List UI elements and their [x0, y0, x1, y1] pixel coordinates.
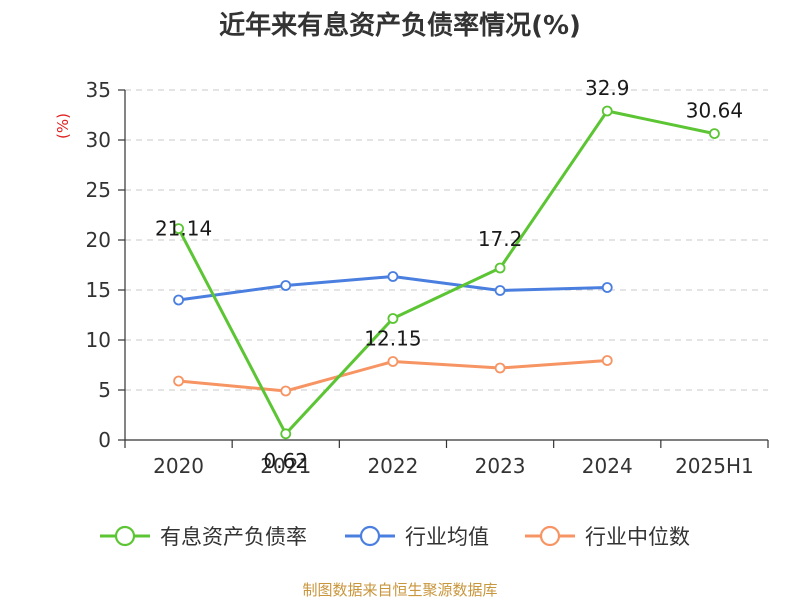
y-tick-label-20: 20: [86, 228, 111, 252]
series-1-point-2021: [280, 280, 292, 291]
series-0-point-2025H1: [709, 128, 720, 140]
y-tick-label-30: 30: [86, 128, 111, 152]
data-labels: 21.14 0.62 12.15 17.2 32.9 30.64: [155, 76, 743, 473]
x-tick-label-2022: 2022: [367, 454, 418, 478]
series-1-point-2024: [601, 282, 613, 293]
axes: 0 5 10 15 20 25 30 35 2020 2021 2022 2023 2024 2025H1: [86, 78, 769, 478]
x-tick-label-2021: 2021: [260, 454, 311, 478]
series-1-point-2023: [494, 285, 506, 296]
series-0-point-2023: [494, 262, 506, 274]
data-label-2021: 0.62: [263, 449, 308, 473]
series-0-point-2020: [173, 223, 184, 235]
series-2-point-2022: [387, 356, 399, 367]
series-0-point-2022: [387, 313, 399, 324]
x-tick-label-2025H1: 2025H1: [675, 454, 754, 478]
y-tick-label-15: 15: [86, 278, 111, 302]
legend-label-0: 有息资产负债率: [160, 525, 307, 549]
series-2-point-2021: [280, 385, 292, 397]
y-tick-label-5: 5: [98, 378, 111, 402]
x-tick-label-2024: 2024: [582, 454, 633, 478]
data-label-2025H1: 30.64: [686, 99, 743, 123]
series-0-point-2024: [601, 105, 613, 117]
series-1-point-2020: [173, 294, 184, 306]
y-tick-label-0: 0: [98, 428, 111, 452]
chart-title: 近年来有息资产负债率情况(%): [219, 10, 581, 41]
data-label-2023: 17.2: [478, 227, 523, 251]
series-0-point-2021: [280, 428, 292, 440]
gridlines: [125, 89, 768, 391]
data-label-2022: 12.15: [364, 327, 421, 351]
x-tick-label-2020: 2020: [153, 454, 204, 478]
legend-item-1[interactable]: 行业均值: [345, 525, 489, 549]
series-line-0: [177, 109, 715, 436]
legend-marker-0: [114, 525, 136, 547]
series-1-point-2022: [387, 271, 399, 282]
y-tick-label-35: 35: [86, 78, 111, 102]
series-layer: [173, 105, 720, 440]
source-note: 制图数据来自恒生聚源数据库: [302, 581, 497, 599]
series-2-point-2020: [173, 375, 184, 387]
data-label-2020: 21.14: [155, 217, 212, 241]
legend-item-0[interactable]: 有息资产负债率: [100, 525, 307, 549]
x-tick-label-2023: 2023: [475, 454, 526, 478]
data-label-2024: 32.9: [585, 76, 630, 100]
legend-label-1: 行业均值: [405, 525, 489, 549]
series-2-point-2024: [601, 355, 613, 366]
y-tick-label-25: 25: [86, 178, 111, 202]
y-axis-unit: (%): [54, 113, 72, 139]
y-tick-label-10: 10: [86, 328, 111, 352]
legend-marker-2: [539, 525, 561, 547]
legend-item-2[interactable]: 行业中位数: [525, 525, 690, 549]
legend-label-2: 行业中位数: [585, 525, 690, 549]
legend-marker-1: [359, 525, 381, 547]
legend[interactable]: 有息资产负债率 行业均值 行业中位数: [100, 525, 690, 549]
series-2-point-2023: [494, 362, 506, 374]
